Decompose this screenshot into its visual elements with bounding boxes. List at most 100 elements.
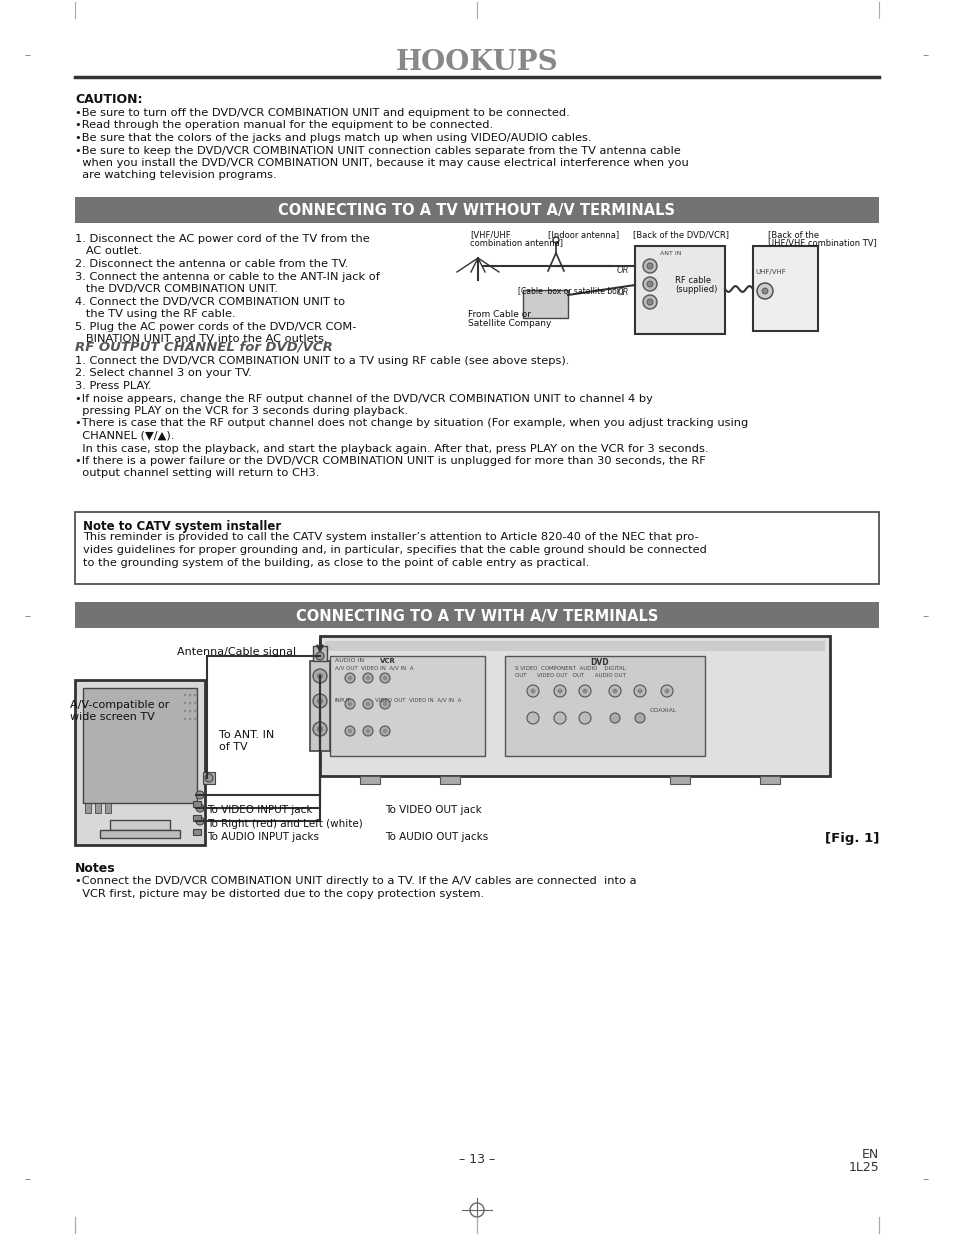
Text: AC outlet.: AC outlet. (75, 247, 142, 257)
Text: vides guidelines for proper grounding and, in particular, specifies that the cab: vides guidelines for proper grounding an… (83, 545, 706, 555)
Text: To VIDEO INPUT jack: To VIDEO INPUT jack (207, 805, 313, 815)
Text: CHANNEL (▼/▲).: CHANNEL (▼/▲). (75, 431, 174, 441)
Text: To VIDEO OUT jack: To VIDEO OUT jack (385, 805, 481, 815)
Circle shape (609, 713, 619, 722)
Text: To ANT. IN: To ANT. IN (219, 730, 274, 740)
Circle shape (189, 710, 191, 713)
Circle shape (646, 299, 652, 305)
Circle shape (761, 288, 767, 294)
Bar (319, 636, 829, 776)
Text: ANT IN: ANT IN (659, 251, 680, 256)
Text: the DVD/VCR COMBINATION UNIT.: the DVD/VCR COMBINATION UNIT. (75, 284, 277, 294)
Circle shape (642, 277, 657, 291)
Circle shape (526, 713, 538, 724)
Bar (310, 661, 330, 751)
Bar (522, 290, 567, 317)
Text: OR: OR (617, 288, 629, 296)
Text: UHF/VHF: UHF/VHF (754, 269, 785, 275)
Bar (752, 246, 817, 331)
Bar (325, 641, 824, 651)
Circle shape (757, 283, 772, 299)
Circle shape (554, 685, 565, 697)
Text: BINATION UNIT and TV into the AC outlets.: BINATION UNIT and TV into the AC outlets… (75, 333, 327, 345)
Circle shape (634, 685, 645, 697)
Circle shape (637, 688, 641, 694)
Text: CONNECTING TO A TV WITH A/V TERMINALS: CONNECTING TO A TV WITH A/V TERMINALS (295, 609, 658, 624)
Circle shape (363, 673, 373, 683)
Text: [Cable  box or satellite box]: [Cable box or satellite box] (517, 287, 623, 295)
Text: •Read through the operation manual for the equipment to be connected.: •Read through the operation manual for t… (75, 121, 493, 131)
Text: •Be sure to turn off the DVD/VCR COMBINATION UNIT and equipment to be connected.: •Be sure to turn off the DVD/VCR COMBINA… (75, 107, 569, 119)
Text: A/V OUT  VIDEO IN  A/V IN  A: A/V OUT VIDEO IN A/V IN A (335, 666, 413, 671)
Text: –: – (922, 49, 928, 63)
Circle shape (646, 263, 652, 269)
Text: DVD: DVD (590, 658, 609, 667)
Text: •Be sure that the colors of the jacks and plugs match up when using VIDEO/AUDIO : •Be sure that the colors of the jacks an… (75, 133, 591, 143)
Circle shape (646, 282, 652, 287)
Bar (760, 776, 780, 784)
Bar (313, 646, 327, 661)
Text: combination antenna]: combination antenna] (470, 238, 562, 247)
Circle shape (582, 688, 587, 694)
Circle shape (195, 818, 204, 825)
Bar (100, 830, 180, 839)
Circle shape (345, 673, 355, 683)
Text: 1. Connect the DVD/VCR COMBINATION UNIT to a TV using RF cable (see above steps): 1. Connect the DVD/VCR COMBINATION UNIT … (75, 356, 569, 366)
Circle shape (526, 685, 538, 697)
Text: Notes: Notes (75, 862, 115, 876)
Circle shape (382, 701, 387, 706)
Text: wide screen TV: wide screen TV (70, 713, 154, 722)
Text: INPUT: INPUT (335, 698, 351, 703)
Text: 5. Plug the AC power cords of the DVD/VCR COM-: 5. Plug the AC power cords of the DVD/VC… (75, 321, 356, 331)
Circle shape (642, 295, 657, 309)
Bar (95, 803, 101, 813)
Circle shape (189, 718, 191, 720)
Text: 3. Press PLAY.: 3. Press PLAY. (75, 382, 152, 391)
Text: are watching television programs.: are watching television programs. (75, 170, 276, 180)
Text: •There is case that the RF output channel does not change by situation (For exam: •There is case that the RF output channe… (75, 419, 747, 429)
Circle shape (664, 688, 669, 694)
Bar (75, 601, 878, 629)
Text: OR: OR (617, 266, 629, 275)
Bar (504, 656, 704, 756)
Circle shape (189, 701, 191, 704)
Circle shape (382, 676, 387, 680)
Bar (85, 803, 91, 813)
Bar (439, 776, 459, 784)
Circle shape (557, 688, 562, 694)
Circle shape (189, 694, 191, 697)
Bar (193, 815, 201, 821)
Circle shape (198, 820, 201, 823)
Circle shape (635, 713, 644, 722)
Circle shape (198, 794, 201, 797)
Text: A/V-compatible or: A/V-compatible or (70, 700, 170, 710)
Circle shape (316, 726, 323, 732)
Text: output channel setting will return to CH3.: output channel setting will return to CH… (75, 468, 319, 478)
Circle shape (313, 722, 327, 736)
Circle shape (193, 710, 196, 713)
Text: In this case, stop the playback, and start the playback again. After that, press: In this case, stop the playback, and sta… (75, 443, 708, 453)
Text: –: – (25, 1173, 31, 1187)
Text: VIDEO OUT  VIDEO IN  A/V IN  A: VIDEO OUT VIDEO IN A/V IN A (375, 698, 461, 703)
Circle shape (316, 673, 323, 679)
Circle shape (313, 694, 327, 708)
Bar (193, 802, 201, 806)
Text: HOOKUPS: HOOKUPS (395, 49, 558, 77)
Bar (193, 829, 201, 835)
Circle shape (608, 685, 620, 697)
Circle shape (379, 726, 390, 736)
Text: pressing PLAY on the VCR for 3 seconds during playback.: pressing PLAY on the VCR for 3 seconds d… (75, 406, 408, 416)
Circle shape (193, 718, 196, 720)
Circle shape (348, 729, 352, 734)
Bar (83, 688, 196, 803)
Text: [Fig. 1]: [Fig. 1] (823, 832, 878, 845)
Circle shape (642, 259, 657, 273)
Text: To AUDIO INPUT jacks: To AUDIO INPUT jacks (207, 832, 318, 842)
Text: when you install the DVD/VCR COMBINATION UNIT, because it may cause electrical i: when you install the DVD/VCR COMBINATION… (75, 158, 688, 168)
Circle shape (363, 699, 373, 709)
Bar (75, 513, 878, 584)
Text: This reminder is provided to call the CATV system installer’s attention to Artic: This reminder is provided to call the CA… (83, 532, 698, 542)
Text: –: – (922, 1173, 928, 1187)
Text: (supplied): (supplied) (675, 285, 717, 294)
Bar (203, 772, 214, 784)
